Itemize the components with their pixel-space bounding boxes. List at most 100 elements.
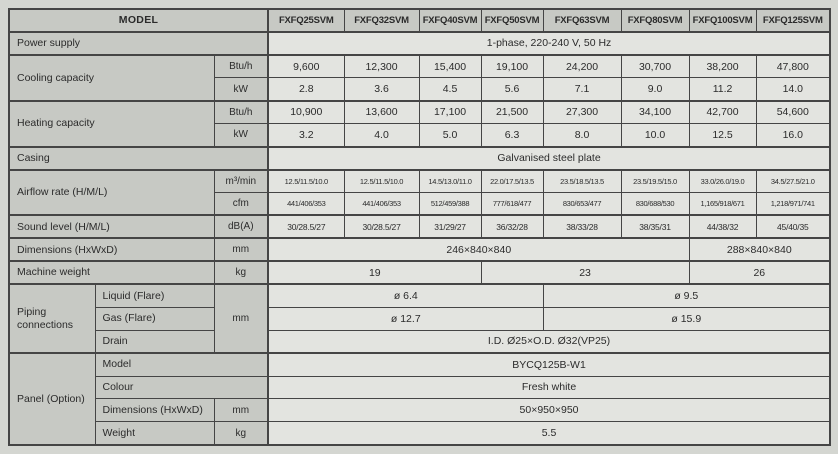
sub-label: Weight <box>94 421 215 446</box>
machine-weight-value: 19 <box>267 260 482 286</box>
column-header-model-2: FXFQ32SVM <box>343 8 420 33</box>
sub-label: Dimensions (HxWxD) <box>94 398 215 423</box>
unit-cell: Btu/h <box>213 54 269 79</box>
cooling-kw-value: 3.6 <box>343 77 420 102</box>
cooling-btu-value: 19,100 <box>480 54 544 79</box>
cooling-kw-value: 9.0 <box>620 77 690 102</box>
row-label: Cooling capacity <box>8 54 215 102</box>
cooling-btu-value: 12,300 <box>343 54 420 79</box>
row-sound-level: Sound level (H/M/L) dB(A) 30/28.5/27 30/… <box>8 214 831 240</box>
power-supply-value: 1-phase, 220-240 V, 50 Hz <box>267 31 831 56</box>
row-airflow-m3min: Airflow rate (H/M/L) m³/min 12.5/11.5/10… <box>8 169 831 217</box>
airflow-cfm-value: 1,165/918/671 <box>688 192 757 217</box>
group-label-piping: Piping connections <box>8 283 96 355</box>
row-label: Sound level (H/M/L) <box>8 214 215 240</box>
column-header-model-6: FXFQ80SVM <box>620 8 690 33</box>
airflow-m3min-value: 23.5/19.5/15.0 <box>620 169 690 193</box>
cooling-btu-value: 30,700 <box>620 54 690 79</box>
airflow-cfm-value: 441/406/353 <box>267 192 345 217</box>
header-row: MODEL FXFQ25SVM FXFQ32SVM FXFQ40SVM FXFQ… <box>8 8 831 33</box>
spec-table: MODEL FXFQ25SVM FXFQ32SVM FXFQ40SVM FXFQ… <box>8 8 832 446</box>
cooling-kw-value: 5.6 <box>480 77 544 102</box>
airflow-m3min-value: 12.5/11.5/10.0 <box>343 169 420 193</box>
unit-cell: mm <box>213 283 269 355</box>
sub-label: Colour <box>94 375 269 400</box>
airflow-m3min-value: 14.5/13.0/11.0 <box>418 169 482 193</box>
sound-value: 36/32/28 <box>480 214 544 240</box>
row-dimensions: Dimensions (HxWxD) mm 246×840×840 288×84… <box>8 237 831 263</box>
cooling-btu-value: 47,800 <box>755 54 831 79</box>
cooling-btu-value: 24,200 <box>542 54 622 79</box>
dimensions-value: 246×840×840 <box>267 237 690 263</box>
heating-kw-value: 4.0 <box>343 123 420 148</box>
row-panel-dimensions: Dimensions (HxWxD) mm 50×950×950 <box>9 398 831 423</box>
airflow-m3min-value: 23.5/18.5/13.5 <box>542 169 622 193</box>
group-label-panel: Panel (Option) <box>8 352 96 446</box>
airflow-m3min-value: 34.5/27.5/21.0 <box>755 169 831 193</box>
row-panel-model: Panel (Option) Model BYCQ125B-W1 <box>8 352 831 446</box>
row-power-supply: Power supply 1-phase, 220-240 V, 50 Hz <box>8 31 831 56</box>
machine-weight-value: 23 <box>480 260 690 286</box>
row-piping-gas: Gas (Flare) ø 12.7 ø 15.9 <box>9 306 831 331</box>
cooling-btu-value: 15,400 <box>418 54 482 79</box>
cooling-kw-value: 14.0 <box>755 77 831 102</box>
airflow-cfm-value: 830/653/477 <box>542 192 622 217</box>
heating-btu-value: 21,500 <box>480 100 544 125</box>
cooling-kw-value: 2.8 <box>267 77 345 102</box>
heating-kw-value: 10.0 <box>620 123 690 148</box>
sound-value: 45/40/35 <box>755 214 831 240</box>
machine-weight-value: 26 <box>688 260 831 286</box>
row-piping-drain: Drain I.D. Ø25×O.D. Ø32(VP25) <box>9 329 831 355</box>
sound-value: 31/29/27 <box>418 214 482 240</box>
cooling-btu-value: 9,600 <box>267 54 345 79</box>
sub-label: Drain <box>94 329 215 355</box>
row-airflow-cfm: cfm 441/406/353 441/406/353 512/459/388 … <box>9 192 831 217</box>
piping-liquid-value: ø 6.4 <box>267 283 544 308</box>
panel-weight-value: 5.5 <box>267 421 831 446</box>
row-machine-weight: Machine weight kg 19 23 26 <box>8 260 831 286</box>
heating-btu-value: 27,300 <box>542 100 622 125</box>
heating-btu-value: 34,100 <box>620 100 690 125</box>
unit-cell: kW <box>213 77 269 102</box>
row-label: Machine weight <box>8 260 215 286</box>
column-header-model-4: FXFQ50SVM <box>480 8 544 33</box>
sub-label: Liquid (Flare) <box>94 283 215 308</box>
heating-kw-value: 5.0 <box>418 123 482 148</box>
airflow-cfm-value: 512/459/388 <box>418 192 482 217</box>
airflow-cfm-value: 441/406/353 <box>343 192 420 217</box>
heating-kw-value: 8.0 <box>542 123 622 148</box>
column-header-model-1: FXFQ25SVM <box>267 8 345 33</box>
unit-cell: mm <box>213 398 269 423</box>
row-panel-weight: Weight kg 5.5 <box>9 421 831 446</box>
model-header-label: MODEL <box>8 8 269 33</box>
heating-kw-value: 6.3 <box>480 123 544 148</box>
row-piping-liquid: Piping connections Liquid (Flare) mm ø 6… <box>8 283 831 355</box>
panel-colour-value: Fresh white <box>267 375 831 400</box>
heating-kw-value: 3.2 <box>267 123 345 148</box>
airflow-cfm-value: 830/688/530 <box>620 192 690 217</box>
row-label: Power supply <box>8 31 269 56</box>
row-label: Airflow rate (H/M/L) <box>8 169 215 217</box>
unit-cell: cfm <box>213 192 269 217</box>
column-header-model-7: FXFQ100SVM <box>688 8 757 33</box>
row-label: Heating capacity <box>8 100 215 148</box>
heating-btu-value: 42,700 <box>688 100 757 125</box>
row-label: Casing <box>8 146 269 171</box>
panel-model-value: BYCQ125B-W1 <box>267 352 831 377</box>
unit-cell: kg <box>213 421 269 446</box>
piping-gas-value: ø 15.9 <box>542 306 831 331</box>
panel-dimensions-value: 50×950×950 <box>267 398 831 423</box>
heating-btu-value: 10,900 <box>267 100 345 125</box>
cooling-btu-value: 38,200 <box>688 54 757 79</box>
sound-value: 30/28.5/27 <box>343 214 420 240</box>
row-heating-kw: kW 3.2 4.0 5.0 6.3 8.0 10.0 12.5 16.0 <box>9 123 831 148</box>
cooling-kw-value: 7.1 <box>542 77 622 102</box>
piping-liquid-value: ø 9.5 <box>542 283 831 308</box>
row-heating-btu: Heating capacity Btu/h 10,900 13,600 17,… <box>8 100 831 148</box>
cooling-kw-value: 11.2 <box>688 77 757 102</box>
unit-cell: kW <box>213 123 269 148</box>
heating-btu-value: 54,600 <box>755 100 831 125</box>
sound-value: 44/38/32 <box>688 214 757 240</box>
heating-btu-value: 17,100 <box>418 100 482 125</box>
